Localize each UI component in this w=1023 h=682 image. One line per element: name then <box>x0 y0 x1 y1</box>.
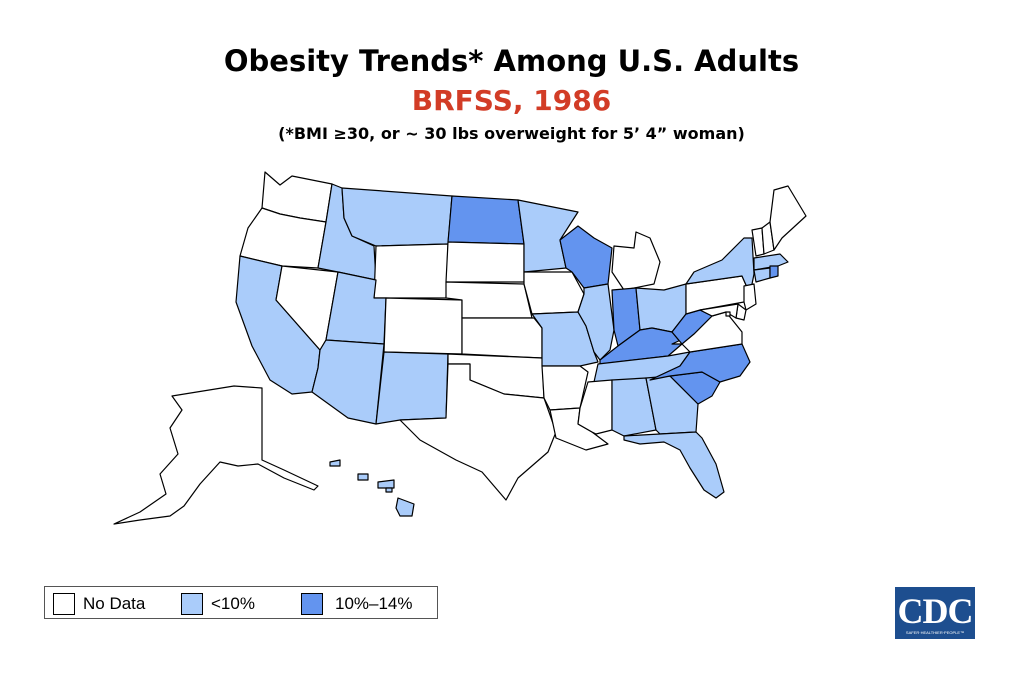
map-title: Obesity Trends* Among U.S. Adults <box>223 44 800 78</box>
legend-label-lt10: <10% <box>211 594 255 613</box>
state-MT <box>341 187 453 247</box>
state-FL <box>623 431 725 499</box>
map-subtitle: BRFSS, 1986 <box>411 84 612 117</box>
legend-swatch-lt10 <box>181 593 203 615</box>
state-NJ <box>743 283 757 311</box>
state-DC <box>725 311 731 317</box>
cdc-logo-text: CDC <box>897 591 974 631</box>
state-NY <box>685 237 755 295</box>
cdc-logo: CDC SAFER·HEALTHIER·PEOPLE™ <box>895 587 975 639</box>
cdc-logo-tagline: SAFER·HEALTHIER·PEOPLE™ <box>905 630 965 635</box>
state-AZ <box>311 339 385 425</box>
state-CT <box>753 267 771 283</box>
state-AK <box>113 385 319 525</box>
state-RI <box>769 265 779 279</box>
state-IL <box>577 283 615 361</box>
bmi-footnote: (*BMI ≥30, or ~ 30 lbs overweight for 5’… <box>278 124 745 143</box>
state-NM <box>375 351 449 425</box>
state-AL <box>611 377 657 437</box>
state-TX <box>399 363 557 501</box>
state-ND <box>447 195 525 245</box>
legend-label-10to14: 10%–14% <box>335 594 413 613</box>
state-IA <box>523 271 585 315</box>
state-CO <box>383 297 463 355</box>
state-MD <box>699 303 739 319</box>
state-KS <box>461 317 543 359</box>
state-SD <box>445 241 525 283</box>
legend-label-no-data: No Data <box>83 594 146 613</box>
state-ME <box>769 185 807 251</box>
state-MI <box>611 231 661 291</box>
state-WY <box>373 243 449 299</box>
map-legend: No Data <10% 10%–14% <box>44 586 438 619</box>
state-MA <box>753 253 789 271</box>
legend-swatch-no-data <box>53 593 75 615</box>
state-HI <box>329 459 415 517</box>
legend-swatch-10to14 <box>301 593 323 615</box>
